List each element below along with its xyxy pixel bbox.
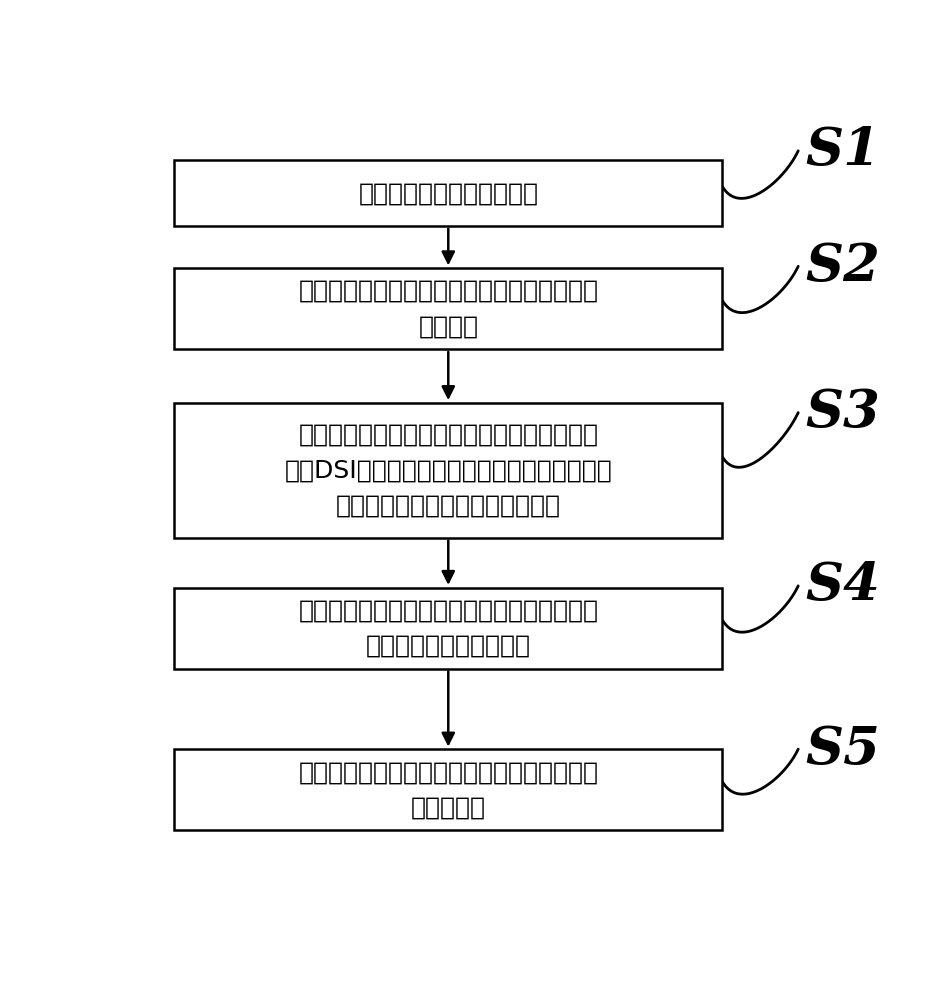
Text: S3: S3	[805, 387, 881, 438]
Text: S1: S1	[805, 125, 881, 176]
Text: 根据收集到的三维地质信息数据构建区域三维
地质模型: 根据收集到的三维地质信息数据构建区域三维 地质模型	[298, 279, 599, 338]
Text: S4: S4	[805, 560, 881, 611]
Text: S2: S2	[805, 241, 881, 292]
FancyBboxPatch shape	[174, 749, 722, 830]
FancyBboxPatch shape	[174, 403, 722, 538]
Text: 编录勘察平洞和钻孔数据，并通过三维空间立
方网DSI插值技术，得到洞室结构所在区域的初
始应力和岩体力学参数的空间分布: 编录勘察平洞和钻孔数据，并通过三维空间立 方网DSI插值技术，得到洞室结构所在区…	[284, 423, 613, 518]
FancyBboxPatch shape	[174, 268, 722, 349]
Text: 根据变形量给出支护方案，并给出工程量的统
计汇总结果: 根据变形量给出支护方案，并给出工程量的统 计汇总结果	[298, 760, 599, 820]
Text: 收集汇总三维地质信息数据: 收集汇总三维地质信息数据	[358, 181, 538, 205]
FancyBboxPatch shape	[174, 588, 722, 669]
Text: 在三维地质模型中构建隧洞几何结构模型，计
算指定隧洞断面的变形量: 在三维地质模型中构建隧洞几何结构模型，计 算指定隧洞断面的变形量	[298, 598, 599, 658]
FancyBboxPatch shape	[174, 160, 722, 226]
Text: S5: S5	[805, 724, 881, 775]
